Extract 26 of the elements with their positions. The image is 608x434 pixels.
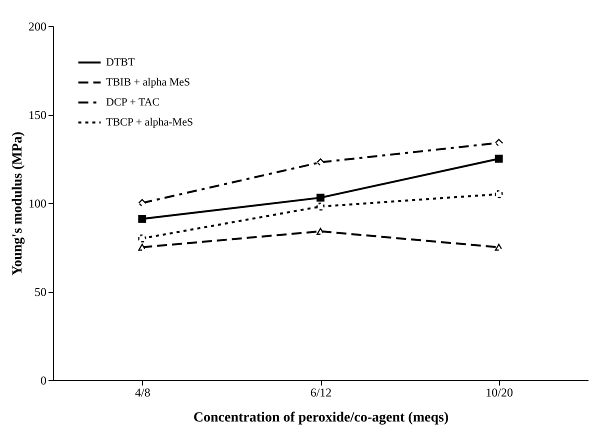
y-tick-label: 150 [28, 108, 46, 122]
point [138, 214, 146, 223]
y-tick-label: 50 [34, 285, 46, 299]
legend-label: DTBT [106, 56, 135, 68]
point [138, 199, 146, 207]
point [138, 244, 146, 251]
point [316, 202, 324, 210]
y-tick-label: 200 [28, 20, 46, 34]
x-tick-label: 6/12 [310, 386, 332, 400]
point [316, 228, 324, 235]
point [316, 158, 324, 166]
x-axis-title: Concentration of peroxide/co-agent (meqs) [193, 410, 449, 426]
legend-label: TBCP + alpha-MeS [106, 116, 194, 128]
point [494, 138, 503, 147]
x-tick-label: 10/20 [486, 386, 514, 400]
y-tick-label: 100 [28, 196, 46, 210]
legend-label: DCP + TAC [106, 96, 160, 108]
y-axis-title: Young's modulus (MPa) [10, 131, 26, 276]
legend-label: TBIB + alpha MeS [106, 76, 190, 88]
x-tick-label: 4/8 [134, 386, 150, 400]
point [138, 234, 146, 242]
point [316, 194, 324, 202]
y-tick-label: 0 [40, 374, 46, 388]
point [494, 190, 503, 198]
point [494, 244, 503, 251]
point [494, 154, 503, 163]
